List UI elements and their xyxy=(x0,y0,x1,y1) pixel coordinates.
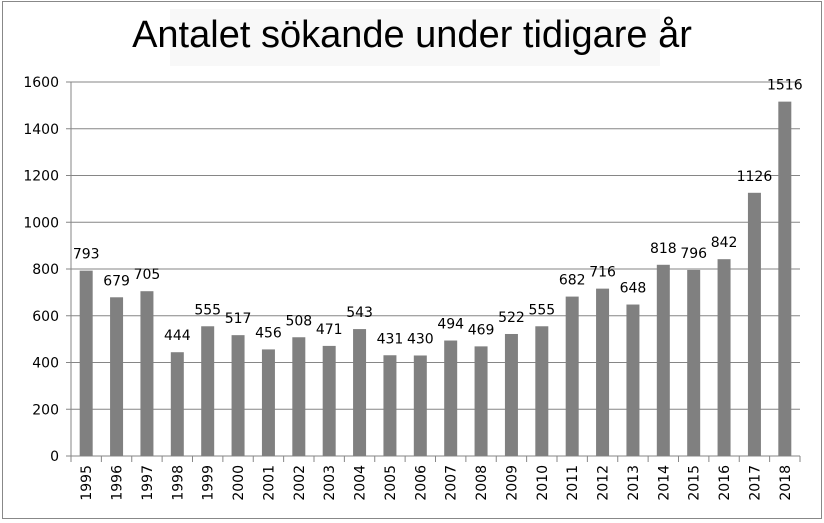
data-label: 682 xyxy=(559,273,586,289)
data-label: 1516 xyxy=(767,78,803,94)
x-tick-label: 2016 xyxy=(717,465,733,501)
bar xyxy=(110,297,124,456)
bar xyxy=(626,304,640,456)
x-tick-label: 2006 xyxy=(413,465,429,501)
data-label: 543 xyxy=(346,305,373,321)
data-label: 469 xyxy=(468,322,495,338)
bar xyxy=(140,291,154,456)
bar xyxy=(322,345,336,456)
x-tick-label: 1997 xyxy=(140,465,156,501)
bar xyxy=(474,346,488,456)
data-label: 1126 xyxy=(737,169,773,185)
data-label: 705 xyxy=(134,267,161,283)
x-tick-label: 2011 xyxy=(565,465,581,501)
data-label: 555 xyxy=(528,302,555,318)
data-label: 430 xyxy=(407,331,434,347)
data-label: 555 xyxy=(194,302,221,318)
x-tick-label: 2002 xyxy=(292,465,308,501)
x-tick-label: 1995 xyxy=(79,465,95,501)
data-label: 842 xyxy=(711,235,738,251)
bar xyxy=(170,352,184,456)
x-tick-label: 1996 xyxy=(110,465,126,501)
bar xyxy=(656,264,670,456)
y-tick-label: 1600 xyxy=(23,75,59,91)
y-tick-label: 800 xyxy=(32,262,59,278)
bar xyxy=(444,340,458,456)
x-tick-label: 2012 xyxy=(596,465,612,501)
data-label: 796 xyxy=(680,246,707,262)
data-label: 508 xyxy=(285,313,312,329)
y-tick-label: 400 xyxy=(32,356,59,372)
x-tick-label: 2018 xyxy=(778,465,794,501)
bar xyxy=(231,335,245,456)
x-tick-label: 2005 xyxy=(383,465,399,501)
x-tick-label: 2009 xyxy=(504,465,520,501)
bar xyxy=(596,288,610,456)
data-label: 648 xyxy=(620,281,647,297)
bar xyxy=(79,270,93,456)
x-tick-label: 2010 xyxy=(535,465,551,501)
bar xyxy=(717,259,731,456)
y-tick-label: 1000 xyxy=(23,215,59,231)
x-tick-label: 1999 xyxy=(201,465,217,501)
x-tick-label: 2017 xyxy=(747,465,763,501)
bar xyxy=(413,355,427,456)
x-tick-label: 1998 xyxy=(170,465,186,501)
data-label: 444 xyxy=(164,328,191,344)
bar xyxy=(747,192,761,457)
data-label: 494 xyxy=(437,317,464,333)
y-tick-label: 1400 xyxy=(23,122,59,138)
x-tick-label: 2015 xyxy=(687,465,703,501)
bar xyxy=(687,269,701,456)
x-tick-label: 2007 xyxy=(444,465,460,501)
title-background xyxy=(170,9,660,66)
bar xyxy=(778,101,792,456)
bar xyxy=(565,296,579,456)
y-tick-label: 200 xyxy=(32,402,59,418)
data-label: 471 xyxy=(316,322,343,338)
data-label: 818 xyxy=(650,241,677,257)
data-label: 431 xyxy=(377,331,404,347)
bar xyxy=(383,355,397,456)
y-tick-label: 1200 xyxy=(23,169,59,185)
bar xyxy=(353,329,367,456)
data-label: 716 xyxy=(589,265,616,281)
y-tick-label: 0 xyxy=(50,449,59,465)
bar xyxy=(201,326,215,456)
x-tick-label: 2003 xyxy=(322,465,338,501)
bar xyxy=(292,337,306,456)
x-tick-label: 2013 xyxy=(626,465,642,501)
bar xyxy=(535,326,549,456)
data-label: 793 xyxy=(73,247,100,263)
x-tick-label: 2014 xyxy=(656,465,672,501)
data-label: 522 xyxy=(498,310,525,326)
bar xyxy=(504,333,518,456)
bar xyxy=(261,349,275,456)
x-tick-label: 2001 xyxy=(261,465,277,501)
x-tick-label: 2008 xyxy=(474,465,490,501)
chart-title: Antalet sökande under tidigare år xyxy=(132,14,692,56)
data-label: 456 xyxy=(255,325,282,341)
y-tick-label: 600 xyxy=(32,309,59,325)
x-tick-label: 2000 xyxy=(231,465,247,501)
data-label: 517 xyxy=(225,311,252,327)
x-tick-label: 2004 xyxy=(353,465,369,501)
data-label: 679 xyxy=(103,273,130,289)
